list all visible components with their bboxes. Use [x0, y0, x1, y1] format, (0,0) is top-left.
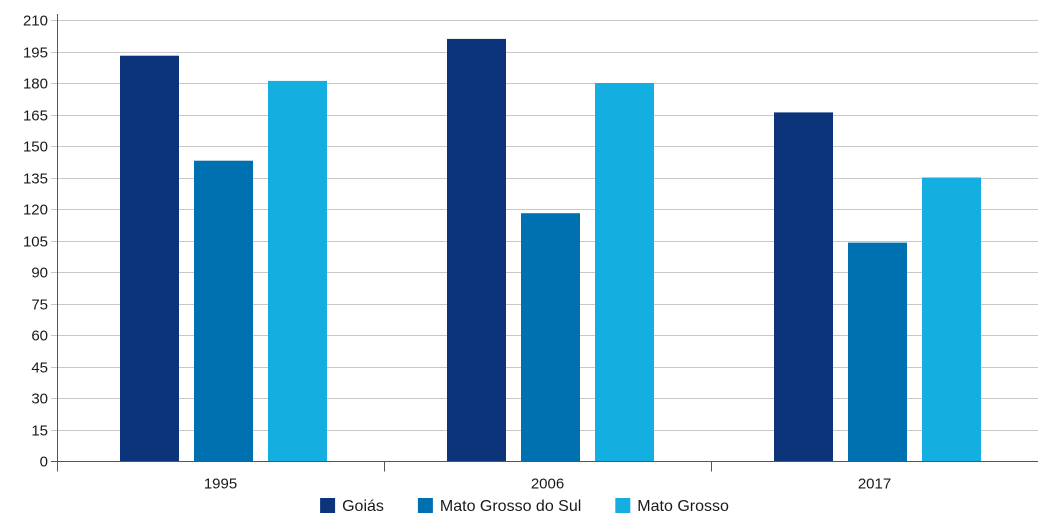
- legend-item: Mato Grosso do Sul: [417, 498, 581, 515]
- y-tick-label: 15: [31, 423, 48, 440]
- bar-mato-grosso-2006: [595, 83, 654, 461]
- y-tick-label: 75: [31, 297, 48, 314]
- bar-mato-grosso-do-sul-2006: [521, 213, 580, 461]
- x-tick-label: 2017: [858, 476, 891, 493]
- x-tick-label: 1995: [204, 476, 237, 493]
- y-tick-label: 60: [31, 328, 48, 345]
- legend-swatch: [417, 498, 433, 513]
- legend-swatch: [615, 498, 631, 513]
- bar-mato-grosso-do-sul-2017: [848, 242, 907, 461]
- y-tick-label: 120: [23, 202, 48, 219]
- y-tick-label: 105: [23, 234, 48, 251]
- y-tick-label: 165: [23, 108, 48, 125]
- y-tick-label: 30: [31, 391, 48, 408]
- legend-swatch: [320, 498, 336, 513]
- y-tick-label: 150: [23, 139, 48, 156]
- y-tick-label: 45: [31, 360, 48, 377]
- legend: Goiás Mato Grosso do Sul Mato Grosso: [320, 498, 729, 515]
- bars: [120, 38, 981, 462]
- y-tick-label: 210: [23, 13, 48, 30]
- legend-item: Mato Grosso: [615, 498, 729, 515]
- y-tick-label: 0: [40, 454, 48, 471]
- y-tick-label: 90: [31, 265, 48, 282]
- bar-mato-grosso-2017: [922, 177, 981, 461]
- legend-item: Goiás: [320, 498, 384, 515]
- bar-mato-grosso-1995: [268, 80, 327, 462]
- y-tick-label: 180: [23, 76, 48, 93]
- bar-mato-grosso-do-sul-1995: [194, 160, 253, 461]
- legend-label: Goiás: [342, 498, 384, 515]
- legend-label: Mato Grosso do Sul: [440, 498, 581, 515]
- y-tick-label: 195: [23, 45, 48, 62]
- bar-goi-s-1995: [120, 55, 179, 461]
- bar-goi-s-2017: [774, 112, 833, 462]
- x-tick-label: 2006: [531, 476, 564, 493]
- bar-goi-s-2006: [447, 38, 506, 462]
- axes: 0 15 30 45 60 75 90 105 120 135 150 165 180 195 210 199…: [23, 13, 1038, 493]
- legend-label: Mato Grosso: [637, 498, 729, 515]
- y-tick-label: 135: [23, 171, 48, 188]
